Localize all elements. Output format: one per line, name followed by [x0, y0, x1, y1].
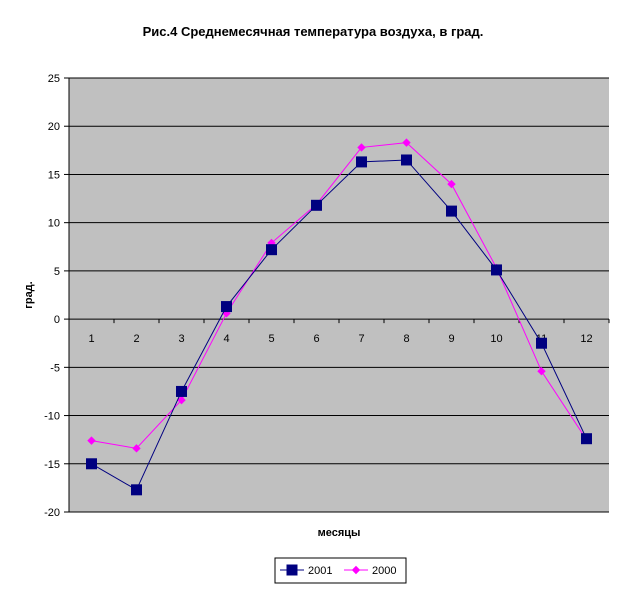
- legend-marker-2001: [286, 564, 298, 576]
- y-tick-label: -15: [44, 459, 60, 471]
- data-point-2001: [536, 337, 547, 349]
- data-point-2000: [357, 143, 366, 152]
- data-point-2001: [86, 458, 97, 470]
- x-tick-label: 12: [580, 333, 592, 345]
- y-tick-label: -5: [50, 362, 60, 374]
- x-axis-title: месяцы: [318, 527, 361, 539]
- y-axis-title: град.: [23, 281, 35, 308]
- data-point-2000: [87, 436, 96, 445]
- x-tick-label: 1: [88, 333, 94, 345]
- y-tick-label: 5: [54, 266, 60, 278]
- x-tick-label: 3: [178, 333, 184, 345]
- x-tick-label: 4: [223, 333, 229, 345]
- chart-title: Рис.4 Среднемесячная температура воздуха…: [143, 24, 484, 39]
- y-tick-label: -20: [44, 507, 60, 519]
- data-point-2000: [132, 444, 141, 453]
- data-point-2001: [176, 385, 187, 397]
- data-point-2000: [402, 138, 411, 147]
- y-axis-ticks: 25 20 15 10 5 0 -5 -10 -15 -20: [44, 73, 69, 519]
- y-tick-label: 25: [48, 73, 60, 85]
- data-point-2001: [221, 301, 232, 313]
- y-tick-label: 10: [48, 218, 60, 230]
- y-tick-label: 20: [48, 121, 60, 133]
- legend: 2001 2000: [274, 557, 407, 584]
- y-tick-label: 0: [54, 314, 60, 326]
- data-point-2001: [356, 156, 367, 168]
- data-point-2001: [491, 264, 502, 276]
- data-point-2000: [537, 366, 546, 376]
- data-point-2001: [401, 154, 412, 166]
- series-line-2001: [91, 159, 587, 491]
- x-tick-label: 7: [358, 333, 364, 345]
- data-point-2000: [447, 179, 456, 189]
- series-2001: [86, 154, 592, 496]
- data-point-2001: [266, 244, 277, 256]
- data-point-2001: [311, 199, 322, 211]
- legend-label: 2001: [308, 565, 332, 577]
- plot-area: [69, 78, 609, 512]
- x-tick-label: 8: [403, 333, 409, 345]
- legend-marker-2000: [351, 565, 361, 575]
- x-tick-label: 9: [448, 333, 454, 345]
- legend-label: 2000: [372, 565, 396, 577]
- x-tick-label: 2: [133, 333, 139, 345]
- x-tick-label: 6: [313, 333, 319, 345]
- x-tick-label: 5: [268, 333, 274, 345]
- data-point-2001: [581, 433, 592, 445]
- series-layer: [86, 138, 592, 496]
- y-tick-label: -10: [44, 411, 60, 423]
- data-point-2001: [131, 484, 142, 496]
- data-point-2000: [177, 395, 186, 405]
- data-point-2001: [446, 205, 457, 217]
- legend-items: 2001 2000: [280, 564, 396, 577]
- y-tick-label: 15: [48, 169, 60, 181]
- x-tick-label: 10: [490, 333, 502, 345]
